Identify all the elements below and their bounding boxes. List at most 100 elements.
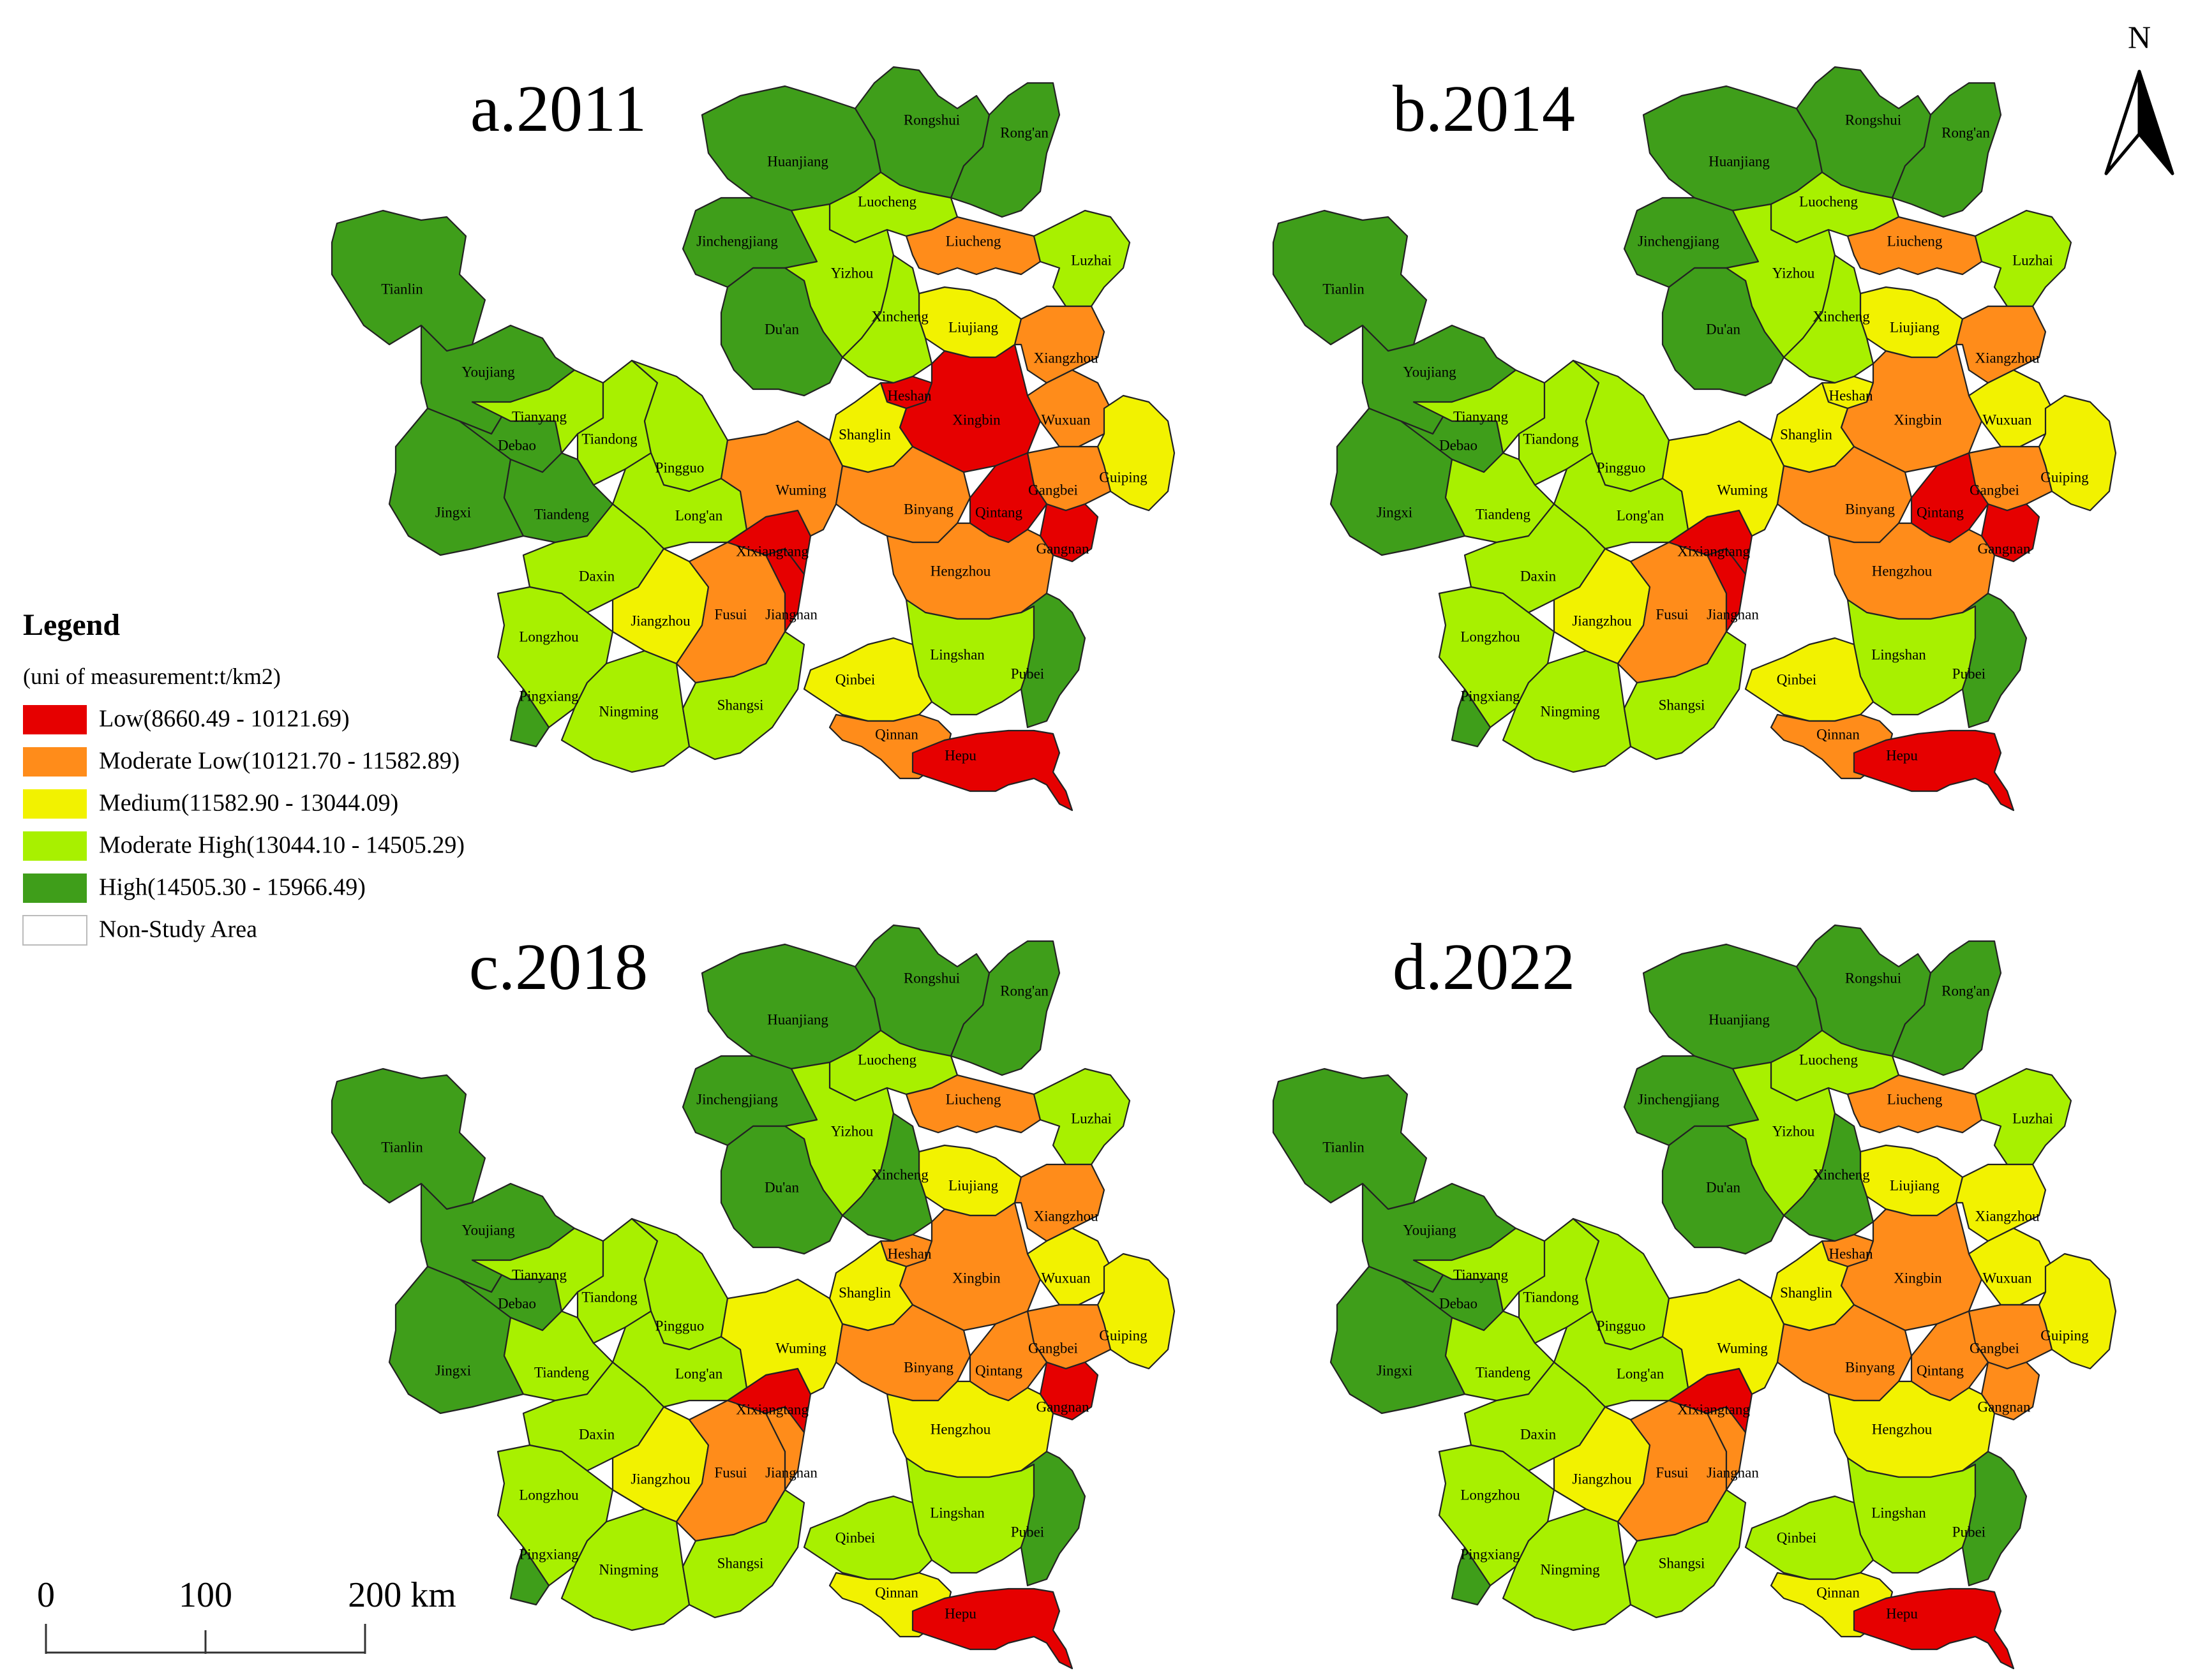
panel-title: a.2011	[470, 72, 647, 145]
district-label-yizhou: Yizhou	[1772, 1123, 1815, 1139]
legend-item-non-study-area: Non-Study Area	[22, 915, 257, 946]
district-label-pingguo: Pingguo	[655, 1318, 705, 1334]
district-label-shanglin: Shanglin	[1780, 426, 1832, 442]
district-label-longan: Long'an	[1617, 507, 1664, 523]
district-label-youjiang: Youjiang	[461, 364, 515, 380]
district-label-longan: Long'an	[1617, 1365, 1664, 1381]
district-label-debao: Debao	[498, 1295, 536, 1311]
district-label-yizhou: Yizhou	[831, 265, 874, 281]
district-liucheng	[905, 1074, 1042, 1134]
district-label-pingxiang: Pingxiang	[519, 1546, 579, 1562]
district-ningming	[1502, 650, 1632, 773]
district-luzhai	[1974, 209, 2072, 308]
district-label-fusui: Fusui	[714, 606, 747, 622]
scale-bar: 0 100 200 km	[37, 1575, 456, 1654]
district-label-shanglin: Shanglin	[839, 426, 891, 442]
district-label-duan: Du'an	[1706, 321, 1740, 337]
district-label-tianlin: Tianlin	[1322, 1139, 1365, 1155]
district-rongan	[950, 82, 1061, 218]
district-label-xixiangtang: Xixiangtang	[1677, 543, 1750, 559]
district-label-rongan: Rong'an	[1000, 983, 1049, 999]
panel-title: b.2014	[1393, 72, 1575, 145]
district-label-daxin: Daxin	[1520, 568, 1557, 584]
district-guiping	[1096, 1253, 1176, 1370]
legend-item-moderate-high: Moderate High(13044.10 - 14505.29)	[23, 831, 465, 861]
district-label-daxin: Daxin	[1520, 1426, 1557, 1442]
district-label-shangsi: Shangsi	[717, 1555, 764, 1571]
district-label-xixiangtang: Xixiangtang	[736, 543, 809, 559]
district-duan	[720, 1125, 844, 1255]
legend-swatch	[23, 747, 87, 777]
district-label-youjiang: Youjiang	[461, 1222, 515, 1238]
district-map: Tianlin Youjiang Jingxi Debao Tianyang Tiande…	[1272, 924, 2117, 1670]
district-rongan	[1891, 82, 2002, 218]
district-guiping	[1096, 394, 1176, 512]
north-label: N	[2128, 19, 2151, 55]
legend-label: Medium(11582.90 - 13044.09)	[99, 790, 398, 817]
district-label-luzhai: Luzhai	[2012, 252, 2053, 268]
district-label-rongshui: Rongshui	[1845, 970, 1901, 986]
district-pingxiang	[1451, 688, 1492, 748]
map-panel-b-2014: b.2014 Tianlin Youjiang Jingxi Debao Tianyang…	[1272, 66, 2117, 812]
district-label-jinchengjiang: Jinchengjiang	[696, 1091, 778, 1107]
district-label-qinnan: Qinnan	[875, 726, 918, 742]
district-wuming	[1661, 1278, 1785, 1395]
district-shanglin	[1770, 1240, 1855, 1332]
district-label-tianyang: Tianyang	[1453, 408, 1509, 424]
district-label-liucheng: Liucheng	[946, 233, 1001, 249]
district-label-xixiangtang: Xixiangtang	[1677, 1401, 1750, 1417]
district-label-xincheng: Xincheng	[871, 308, 929, 324]
district-label-shanglin: Shanglin	[1780, 1284, 1832, 1300]
district-shanglin	[828, 1240, 914, 1332]
legend-swatch	[23, 705, 87, 734]
district-label-xingbin: Xingbin	[1894, 1270, 1942, 1286]
district-label-qinbei: Qinbei	[835, 671, 876, 687]
district-label-wuming: Wuming	[775, 482, 826, 498]
district-label-heshan: Heshan	[1829, 387, 1873, 403]
district-label-debao: Debao	[1439, 437, 1477, 453]
district-label-gangnan: Gangnan	[1036, 540, 1089, 556]
district-label-jingxi: Jingxi	[435, 1362, 471, 1378]
legend-item-medium: Medium(11582.90 - 13044.09)	[23, 789, 398, 819]
district-ningming	[560, 650, 691, 773]
district-label-shangsi: Shangsi	[1659, 1555, 1705, 1571]
district-wuming	[1661, 420, 1785, 537]
district-label-luocheng: Luocheng	[1799, 193, 1858, 209]
district-wuming	[720, 420, 844, 537]
district-label-jiangzhou: Jiangzhou	[631, 613, 691, 628]
district-label-ningming: Ningming	[599, 703, 659, 719]
district-label-jinchengjiang: Jinchengjiang	[1638, 233, 1719, 249]
district-label-hengzhou: Hengzhou	[931, 1421, 991, 1437]
district-xiangzhou	[1955, 1163, 2047, 1242]
district-label-qinnan: Qinnan	[1816, 726, 1860, 742]
district-xincheng	[1783, 254, 1874, 384]
district-label-jiangnan: Jiangnan	[1707, 1464, 1759, 1480]
district-label-liucheng: Liucheng	[1887, 233, 1943, 249]
district-xiangzhou	[1013, 1163, 1105, 1242]
district-label-rongan: Rong'an	[1941, 983, 1990, 999]
district-label-gangbei: Gangbei	[1970, 482, 2019, 498]
district-ningming	[1502, 1508, 1632, 1632]
district-label-wuxuan: Wuxuan	[1983, 412, 2032, 427]
district-label-xincheng: Xincheng	[1813, 308, 1870, 324]
district-wuxuan	[1026, 1227, 1112, 1306]
district-label-tianlin: Tianlin	[381, 281, 423, 297]
district-qinbei	[1744, 637, 1874, 722]
legend-swatch	[23, 873, 87, 903]
legend-label: Non-Study Area	[99, 916, 257, 943]
district-label-wuxuan: Wuxuan	[1042, 412, 1091, 427]
district-rongan	[1891, 940, 2002, 1076]
legend-label: High(14505.30 - 15966.49)	[99, 874, 366, 901]
district-label-fusui: Fusui	[714, 1464, 747, 1480]
district-liucheng	[905, 216, 1042, 276]
district-label-ningming: Ningming	[1540, 703, 1600, 719]
district-label-luocheng: Luocheng	[858, 1052, 916, 1067]
scale-label-200: 200 km	[348, 1575, 456, 1615]
district-label-jiangzhou: Jiangzhou	[1572, 1471, 1632, 1487]
district-duan	[1661, 1125, 1785, 1255]
district-label-binyang: Binyang	[904, 1359, 953, 1375]
district-label-jingxi: Jingxi	[435, 504, 471, 520]
district-label-duan: Du'an	[765, 1179, 799, 1195]
district-label-huanjiang: Huanjiang	[767, 1011, 828, 1027]
district-label-xincheng: Xincheng	[1813, 1166, 1870, 1182]
